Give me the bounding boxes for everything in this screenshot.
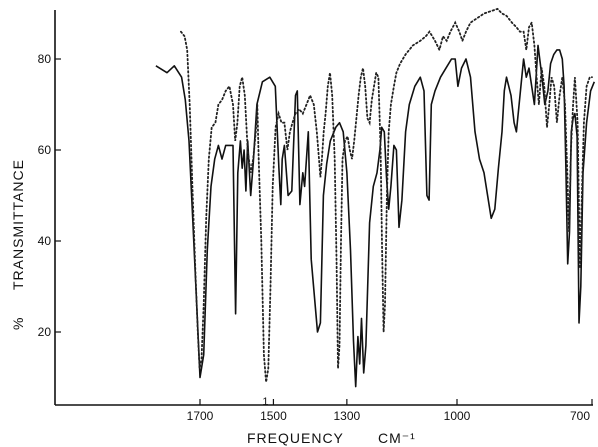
y-tick-label: 20 — [38, 325, 52, 339]
series-line-dotted — [180, 7, 593, 383]
series-layer — [155, 7, 596, 388]
x-tick-label: 1000 — [444, 409, 471, 423]
plot-area: 1700 1500 1300 1000 700 80 60 40 20 1 — [38, 7, 596, 423]
x-axis-ticks: 1700 1500 1300 1000 700 — [187, 399, 593, 423]
y-tick-label: 60 — [38, 143, 52, 157]
y-axis-label-prefix: % — [10, 317, 26, 330]
x-axis-unit: CM⁻¹ — [378, 430, 416, 446]
x-tick-label: 1700 — [187, 409, 214, 423]
y-tick-label: 40 — [38, 234, 52, 248]
x-tick-label: 1300 — [334, 409, 361, 423]
x-tick-label: 1500 — [260, 409, 287, 423]
y-axis-label: TRANSMITTANCE — [10, 159, 26, 290]
series-line-solid — [155, 44, 596, 388]
peak-annotation: 1 — [262, 396, 268, 408]
x-tick-label: 700 — [570, 409, 590, 423]
x-axis-label: FREQUENCY — [247, 430, 344, 446]
y-tick-label: 80 — [38, 52, 52, 66]
y-axis-ticks: 80 60 40 20 — [38, 52, 61, 339]
